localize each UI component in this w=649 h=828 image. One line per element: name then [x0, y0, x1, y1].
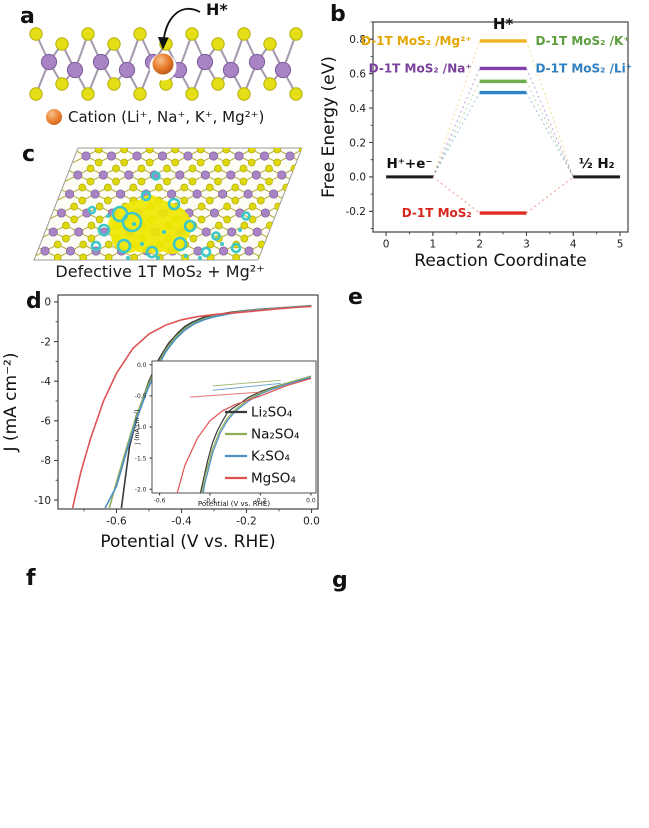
tick-label: -0.2: [255, 498, 267, 505]
panel-letter-b: b: [330, 2, 346, 27]
cation-caption: Cation (Li⁺, Na⁺, K⁺, Mg²⁺): [68, 108, 265, 126]
inset-fit-line: [212, 379, 281, 387]
free-energy-diagram: 0 1 2 3 4 5 -0.2 0.0 0.2 0.4 0.6 0.8 Reaction Coordi…: [320, 15, 632, 271]
tick-label: -2.0: [135, 486, 147, 493]
axes-box: [57, 294, 319, 510]
inset-series-K₂SO₄: [202, 376, 312, 493]
legend-label: K₂SO₄: [251, 449, 290, 465]
legend-label: Li₂SO₄: [251, 405, 292, 421]
charge-discharge-chart: [0, 560, 330, 828]
level-connector: [432, 40, 481, 178]
panel-c: c Defective 1T MoS₂ + Mg²⁺: [0, 140, 320, 285]
capacitance-bar-chart: [320, 285, 649, 560]
tick-label: -0.6: [154, 498, 166, 505]
tick-label: -6: [41, 416, 52, 428]
level-connector: [525, 81, 574, 178]
panel-d: d -0.6 -0.4 -0.2 0.0 0 -2 -4 -6 -8 -10 Potential (…: [0, 285, 330, 560]
tick-label: 0.0: [137, 362, 147, 369]
panel-g: g: [320, 560, 649, 828]
tick-label: -8: [41, 455, 51, 467]
y-axis-label: J (mA cm⁻²): [134, 410, 141, 446]
h-adsorbate-label: H*: [206, 0, 228, 19]
inset-series-MgSO₄: [176, 377, 312, 493]
level-connector: [432, 92, 481, 178]
tick-label: -1.5: [135, 455, 147, 462]
tick-label: 0: [44, 297, 51, 309]
level-connector: [432, 81, 481, 178]
series-MgSO₄: [71, 305, 312, 509]
level-label: D-1T MoS₂: [402, 206, 472, 220]
cation-sphere-icon: [46, 109, 62, 125]
defective-structure-caption: Defective 1T MoS₂ + Mg²⁺: [55, 262, 265, 281]
x-axis-label: Reaction Coordinate: [414, 251, 586, 271]
y-axis-label: J (mA cm⁻²): [1, 353, 21, 453]
tick-label: 1: [430, 239, 437, 251]
level-label: D-1T MoS₂ /Na⁺: [369, 61, 472, 75]
tick-label: -2: [41, 336, 51, 348]
x-axis-label: Potential (V vs. RHE): [100, 532, 275, 552]
x-axis-label: Potential (V vs. RHE): [198, 500, 270, 508]
tick-label: 0.2: [349, 137, 366, 149]
cv-capacitance-chart: [320, 560, 649, 828]
cation-legend: Cation (Li⁺, Na⁺, K⁺, Mg²⁺): [46, 108, 264, 126]
tick-label: 5: [617, 239, 624, 251]
inset-series-Na₂SO₄: [201, 375, 312, 493]
tick-label: 0.0: [306, 498, 316, 505]
mos2-side-view-structure: [29, 7, 303, 101]
lsv-polarization-chart: -0.6 -0.4 -0.2 0.0 0 -2 -4 -6 -8 -10 Potential (V …: [1, 294, 320, 552]
tick-label: -4: [41, 376, 52, 388]
tick-label: -10: [34, 495, 51, 507]
y-axis-label: Free Energy (eV): [320, 56, 339, 198]
level-connector: [526, 176, 574, 214]
panel-e: e: [320, 285, 649, 560]
tick-label: 4: [570, 239, 577, 251]
axes-box: [372, 21, 629, 233]
panel-letter-f: f: [26, 566, 36, 591]
tick-label: -0.5: [135, 393, 147, 400]
tick-label: -0.2: [346, 206, 367, 218]
inset-fit-line: [212, 382, 281, 391]
tick-label: -0.2: [236, 516, 257, 528]
tick-label: 0: [383, 239, 390, 251]
h-adsorption-arrow: [157, 7, 201, 50]
level-label: D-1T MoS₂ /Mg²⁺: [361, 34, 472, 48]
panel-letter-c: c: [22, 142, 36, 167]
tick-label: 0.8: [349, 34, 366, 46]
tick-label: 0.0: [303, 516, 320, 528]
tick-label: -0.6: [106, 516, 127, 528]
tick-label: 3: [523, 239, 530, 251]
level-label: H⁺+e⁻: [386, 156, 432, 172]
legend-label: Na₂SO₄: [251, 427, 299, 443]
tick-label: 0.6: [349, 68, 366, 80]
panel-f: f: [0, 560, 330, 828]
mos2-top-view-structure: [33, 147, 303, 261]
panel-letter-g: g: [332, 568, 348, 593]
panel-b: b 0 1 2 3 4 5 -0.2 0.0 0.2 0.4 0.6 0.8 Reaction Coor…: [320, 0, 649, 285]
inset-fit-line: [189, 391, 261, 398]
panel-letter-e: e: [348, 285, 363, 310]
charge-isosurface-cyan: [87, 171, 251, 260]
lattice-atoms: [29, 27, 303, 101]
level-connector: [525, 40, 574, 178]
h-star-annotation: H*: [493, 15, 514, 33]
level-connector: [525, 68, 574, 178]
tick-label: 0.0: [349, 172, 366, 184]
level-label: D-1T MoS₂ /Li⁺: [535, 61, 632, 75]
level-label: ½ H₂: [579, 156, 615, 172]
legend-label: MgSO₄: [251, 471, 296, 487]
tick-label: 2: [476, 239, 483, 251]
panel-a: a H* Cation (Li⁺, Na⁺, K⁺, Mg²⁺): [0, 0, 320, 133]
tick-label: -1.0: [135, 424, 147, 431]
intercalated-cation: [152, 53, 174, 75]
level-connector: [525, 92, 574, 178]
panel-letter-a: a: [20, 4, 35, 29]
tick-label: 0.4: [349, 103, 366, 115]
level-label: D-1T MoS₂ /K⁺: [535, 34, 629, 48]
tick-label: -0.4: [204, 498, 216, 505]
tick-label: -0.4: [171, 516, 192, 528]
level-connector: [432, 68, 481, 178]
panel-letter-d: d: [26, 289, 42, 314]
